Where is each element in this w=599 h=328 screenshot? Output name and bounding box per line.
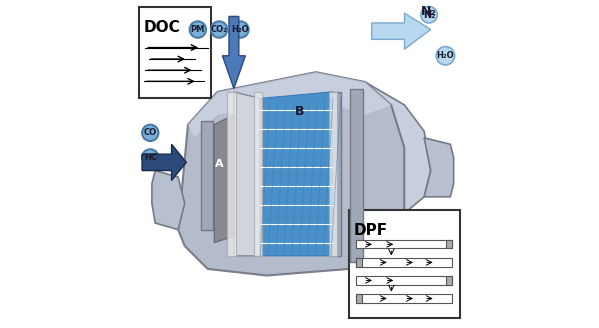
Polygon shape (178, 72, 404, 276)
Text: DPF: DPF (353, 223, 388, 238)
Circle shape (421, 7, 437, 23)
Bar (356, 295, 362, 302)
Text: H₂O: H₂O (232, 25, 249, 34)
Circle shape (211, 21, 228, 38)
Bar (356, 258, 452, 266)
Text: CO: CO (144, 128, 157, 137)
Circle shape (190, 21, 206, 38)
Polygon shape (365, 82, 431, 213)
Text: N₂: N₂ (423, 10, 435, 20)
Text: H₂O: H₂O (437, 51, 454, 60)
Text: HC: HC (144, 153, 157, 162)
Text: A: A (215, 159, 223, 169)
Circle shape (142, 149, 159, 166)
Circle shape (142, 125, 159, 141)
Text: CO₂: CO₂ (211, 25, 228, 34)
Bar (356, 240, 452, 249)
Polygon shape (234, 92, 260, 256)
Bar (329, 92, 337, 256)
Polygon shape (371, 13, 431, 49)
Bar (446, 240, 452, 249)
Polygon shape (142, 144, 186, 180)
Bar (446, 276, 452, 285)
Polygon shape (188, 72, 391, 138)
Text: PM: PM (190, 25, 205, 34)
Bar (228, 92, 235, 256)
Polygon shape (260, 92, 332, 256)
Circle shape (436, 47, 455, 65)
Bar (350, 89, 364, 262)
Polygon shape (222, 16, 246, 89)
Bar (356, 295, 452, 302)
Text: B: B (295, 105, 304, 118)
Text: DOC: DOC (144, 20, 180, 35)
Bar (331, 92, 340, 256)
Bar (356, 276, 452, 285)
FancyBboxPatch shape (139, 7, 211, 98)
Text: N₂: N₂ (421, 5, 437, 18)
FancyBboxPatch shape (349, 210, 460, 318)
Polygon shape (214, 115, 234, 243)
Bar (356, 258, 362, 266)
Bar (201, 121, 213, 230)
Circle shape (232, 21, 249, 38)
Polygon shape (152, 171, 184, 230)
Polygon shape (424, 138, 453, 197)
Bar (253, 92, 262, 256)
